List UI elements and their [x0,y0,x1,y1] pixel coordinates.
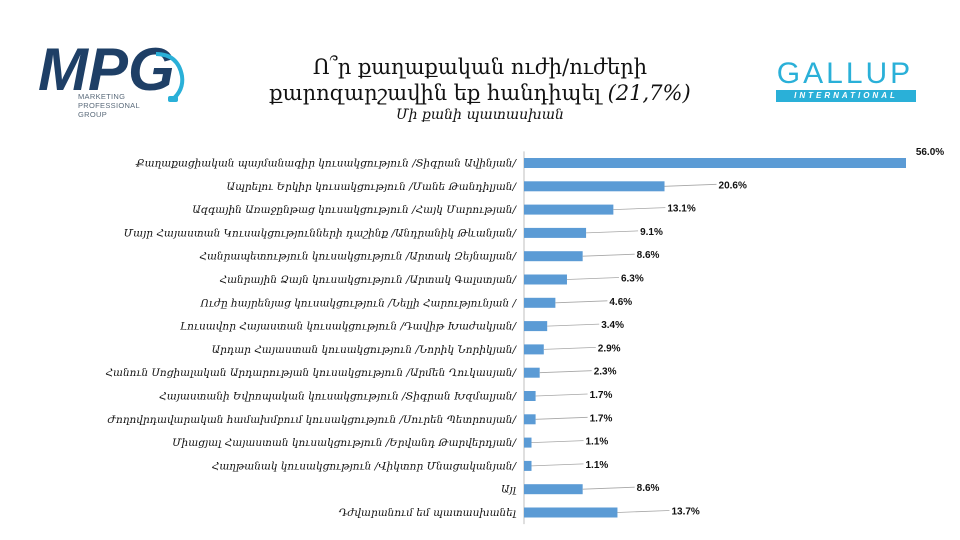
gallup-logo-bar: INTERNATIONAL [776,90,916,102]
bar [524,227,587,238]
leader-line [566,277,619,280]
data-label: 4.6% [609,297,632,308]
data-label: 20.6% [719,180,747,191]
data-label: 1.7% [590,413,613,424]
category-label: Ազգային Առաջընթաց կուսակցություն /Հայկ Մ… [192,204,517,216]
gallup-logo: GALLUP INTERNATIONAL [770,58,920,104]
leader-line [613,207,666,210]
bar [524,297,556,308]
category-label: Հանրապետություն կուսակցություն /Արտակ Զե… [199,251,517,263]
data-label: 6.3% [621,274,644,285]
bar [524,437,532,448]
category-label: Հանրային Ձայն կուսակցություն /Արտակ Գալս… [220,274,518,286]
leader-line [582,253,635,257]
bar [524,251,583,262]
category-label: Ժողովրդավարական համախմբում կուսակցությու… [107,414,517,426]
headset-mic-icon [168,96,178,102]
data-label: 56.0% [916,147,944,158]
mpg-logo: MPG MARKETING PROFESSIONAL GROUP [38,34,208,134]
mpg-logo-text: MPG [38,36,175,103]
leader-line [586,230,639,234]
bar [524,321,548,332]
data-label: 1.1% [586,437,609,448]
category-label: Դժվարանում եմ պատասխանել [339,507,517,519]
chart-title-percent: (21,7%) [607,81,691,105]
category-label: Հայաստանի Եվրոպական կուսակցություն /Տիգր… [159,391,517,403]
leader-line [535,393,588,397]
chart-subtitle: Մի քանի պատասխան [396,107,564,123]
gallup-logo-word: GALLUP [776,57,914,90]
mpg-logo-mark: MPG [38,36,185,103]
mpg-sub-line: MARKETING [78,92,126,101]
bar [524,274,567,285]
data-label: 2.3% [594,367,617,378]
mpg-logo-subtitle: MARKETING PROFESSIONAL GROUP [78,92,140,119]
bar [524,158,906,168]
leader-line [617,510,670,513]
data-label: 13.1% [667,204,695,215]
category-label: Այլ [501,484,517,496]
category-label: Հաղթանակ կուսակցություն /Վիկտոր Մնացական… [212,460,518,472]
data-label: 3.4% [601,320,624,331]
leader-line [582,486,635,490]
leader-line [531,463,584,467]
category-label: Քաղաքացիական պայմանագիր կուսակցություն /… [135,158,518,170]
data-label: 2.9% [598,343,621,354]
data-label: 9.1% [640,227,663,238]
bar [524,460,532,471]
category-label: Հանուն Սոցիալական Արդարության կուսակցութ… [105,367,517,379]
leader-line [539,370,592,374]
bar [524,484,583,495]
leader-line [547,323,600,327]
data-label: 13.7% [671,507,699,518]
data-label: 8.6% [637,483,660,494]
chart-title-block: Ո՞ր քաղաքական ուժի/ուժերի քարոզարշավին ե… [250,54,710,124]
mpg-sub-line: PROFESSIONAL [78,101,140,110]
headset-icon [155,52,185,102]
category-label: Ապրելու Երկիր կուսակցություն /Մանե Թանդի… [226,181,517,193]
leader-line [535,416,588,420]
leader-line [664,183,717,187]
data-label: 8.6% [637,250,660,261]
category-label: Ուժը հայրենյաց կուսակցություն /Նելլի Հար… [199,297,517,309]
leader-line [543,347,596,350]
chart-title-line2: քարոզարշավին եք հանդիպել (21,7%) [250,80,710,106]
category-label: Արդար Հայաստան կուսակցություն /Նորիկ Նոր… [212,344,518,356]
bar [524,391,536,401]
bar [524,344,544,355]
bar [524,204,614,215]
leader-line [555,300,608,304]
mpg-sub-line: GROUP [78,110,108,119]
data-label: 1.7% [590,390,613,401]
category-label: Լուսավոր Հայաստան կուսակցություն /Դավիթ … [180,321,517,333]
bar [524,507,618,518]
category-label: Մայր Հայաստան Կուսակցությունների դաշինք … [124,227,518,239]
chart-title-line2-text: քարոզարշավին եք հանդիպել [269,81,601,105]
bar-chart: Քաղաքացիական պայմանագիր կուսակցություն /… [105,147,944,525]
bar [524,181,665,192]
category-label: Միացյալ Հայաստան կուսակցություն /Երվանդ … [172,437,517,449]
leader-line [531,440,584,443]
chart-title-line1: Ո՞ր քաղաքական ուժի/ուժերի [312,55,648,79]
bar [524,367,540,378]
bar [524,414,536,425]
data-label: 1.1% [586,460,609,471]
